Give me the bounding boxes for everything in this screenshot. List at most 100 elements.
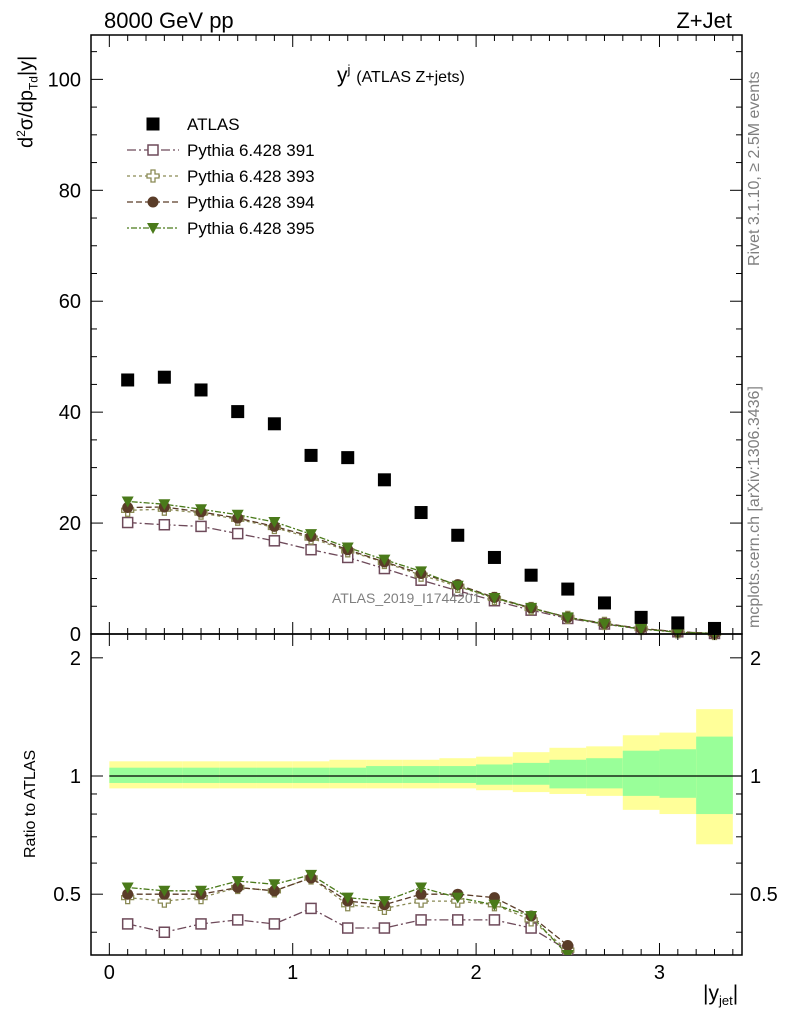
ratio-frame xyxy=(90,633,743,956)
analysis-watermark: ATLAS_2019_I1744201 xyxy=(332,590,481,606)
ratio-band-inner xyxy=(476,764,513,785)
ratio-point-py391 xyxy=(415,914,427,926)
main-point-atlas xyxy=(231,405,245,419)
ratio-point-py395 xyxy=(231,876,244,888)
ratio-point-py391 xyxy=(341,922,354,934)
main-y-tick-label: 40 xyxy=(59,402,81,424)
ratio-band-inner xyxy=(659,749,697,798)
ratio-plot: 0.5 0.5 1 1 2 2 0 1 2 3 xyxy=(53,633,778,984)
main-point-py391 xyxy=(231,527,244,540)
energy-label: 8000 GeV pp xyxy=(104,8,234,33)
ratio-point-py395 xyxy=(305,869,318,881)
main-y-tick-label: 0 xyxy=(70,624,81,646)
ratio-y-tick-label-left: 2 xyxy=(70,648,81,670)
ratio-point-py394 xyxy=(562,940,574,952)
legend-label-atlas: ATLAS xyxy=(187,115,240,134)
ratio-point-py395 xyxy=(415,882,428,894)
ratio-point-py391 xyxy=(195,918,207,930)
ratio-point-py395 xyxy=(121,882,134,894)
plot-title-sub: (ATLAS Z+jets) xyxy=(356,69,465,86)
ratio-point-py391 xyxy=(158,926,171,938)
main-point-py395 xyxy=(378,554,391,566)
ratio-point-py391 xyxy=(268,918,281,930)
main-point-atlas xyxy=(194,383,208,397)
mcplots-label: mcplots.cern.ch [arXiv:1306.3436] xyxy=(746,386,763,628)
ratio-y-tick-label-right: 2 xyxy=(750,648,761,670)
ratio-point-py391 xyxy=(452,914,464,926)
ratio-point-py394 xyxy=(268,885,280,897)
ratio-series-group xyxy=(121,869,575,955)
ratio-band-inner xyxy=(512,762,550,785)
legend-label-py394: Pythia 6.428 394 xyxy=(187,193,315,212)
main-point-atlas xyxy=(414,506,428,520)
main-point-py395 xyxy=(158,499,171,511)
ratio-series-line-py393 xyxy=(127,877,569,951)
main-y-tick-label: 60 xyxy=(59,291,81,313)
ratio-y-tick-label-right: 1 xyxy=(750,766,761,788)
ratio-point-py391 xyxy=(305,902,317,915)
legend-marker-py395 xyxy=(147,223,159,234)
main-y-tick-label: 100 xyxy=(48,69,81,91)
x-tick-label: 2 xyxy=(471,962,482,984)
main-point-atlas xyxy=(707,621,721,635)
x-axis-label: |yjet| xyxy=(703,982,739,1009)
ratio-point-py394 xyxy=(232,882,244,894)
ratio-band-inner xyxy=(109,767,147,783)
main-point-py395 xyxy=(561,612,574,624)
ratio-band-inner xyxy=(402,766,440,783)
main-y-axis-label: d2σ/dpTd|y| xyxy=(14,55,41,148)
ratio-band-inner xyxy=(549,759,587,789)
main-point-atlas xyxy=(634,610,648,624)
main-point-py395 xyxy=(671,627,684,639)
ratio-band-inner xyxy=(439,766,477,783)
main-point-atlas xyxy=(451,528,465,542)
ratio-point-py395 xyxy=(488,899,501,911)
main-point-py391 xyxy=(158,518,171,531)
main-plot: 0 20 40 60 80 100 xyxy=(48,34,743,646)
ratio-band-inner xyxy=(182,767,220,783)
ratio-band-inner xyxy=(256,767,293,783)
main-point-py391 xyxy=(121,516,134,529)
main-y-tick-label: 20 xyxy=(59,513,81,535)
ratio-band-inner xyxy=(292,767,330,783)
main-point-atlas xyxy=(597,596,611,610)
main-point-py391 xyxy=(195,520,207,533)
main-point-atlas xyxy=(377,473,391,487)
main-point-atlas xyxy=(341,451,355,465)
x-tick-label: 0 xyxy=(104,962,115,984)
ratio-band-inner xyxy=(696,736,733,815)
main-point-py394 xyxy=(122,502,134,514)
main-y-tick-label: 80 xyxy=(59,180,81,202)
main-point-py391 xyxy=(268,535,281,547)
x-tick-label: 3 xyxy=(654,962,665,984)
ratio-y-tick-label-right: 0.5 xyxy=(750,884,778,906)
main-point-py395 xyxy=(305,529,318,541)
ratio-point-py395 xyxy=(451,892,464,904)
plot-title-main: y xyxy=(337,64,348,87)
ratio-point-py394 xyxy=(415,888,427,900)
legend-marker-py393 xyxy=(146,169,160,183)
ratio-y-tick-label-left: 1 xyxy=(70,766,81,788)
main-point-py395 xyxy=(525,602,538,614)
ratio-point-py395 xyxy=(561,950,574,955)
legend-label-py393: Pythia 6.428 393 xyxy=(187,167,315,186)
ratio-point-py395 xyxy=(158,885,171,897)
ratio-point-py395 xyxy=(525,910,538,922)
ratio-band-inner xyxy=(329,767,367,783)
main-point-atlas xyxy=(671,616,685,630)
main-point-atlas xyxy=(121,373,135,387)
legend-marker-atlas xyxy=(146,117,160,131)
main-point-py395 xyxy=(598,619,611,631)
rivet-label: Rivet 3.1.10, ≥ 2.5M events xyxy=(746,71,763,266)
ratio-band-inner xyxy=(146,767,183,783)
ratio-band-inner xyxy=(219,767,257,783)
ratio-point-py395 xyxy=(378,896,391,908)
legend-marker-py394 xyxy=(147,196,159,208)
x-tick-label: 1 xyxy=(287,962,298,984)
ratio-y-axis-label: Ratio to ATLAS xyxy=(22,749,39,858)
ratio-point-py391 xyxy=(378,922,391,934)
ratio-band-inner xyxy=(366,766,403,783)
legend-label-py395: Pythia 6.428 395 xyxy=(187,219,315,238)
main-point-atlas xyxy=(157,370,171,384)
